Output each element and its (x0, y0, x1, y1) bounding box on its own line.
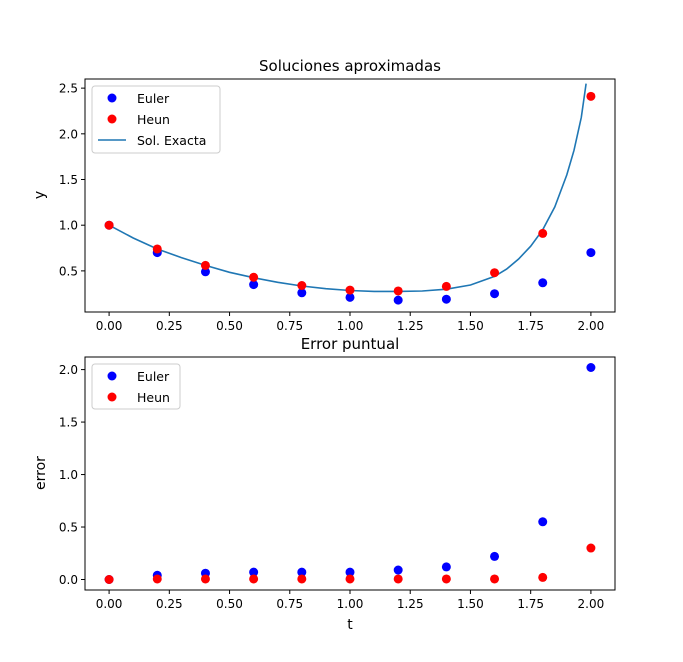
point-euler (393, 295, 403, 305)
legend-label-euler: Euler (137, 369, 170, 384)
point-heun (249, 272, 259, 282)
point-heun (345, 285, 355, 295)
y-axis-label: y (32, 191, 48, 199)
point-euler (345, 292, 355, 302)
legend-label-heun: Heun (137, 112, 170, 127)
x-tick-label: 1.25 (397, 597, 424, 611)
y-tick-label: 0.5 (59, 521, 78, 535)
point-heun (200, 260, 210, 270)
point-heun (586, 543, 596, 553)
point-heun (393, 286, 403, 296)
point-euler (586, 362, 596, 372)
point-euler (297, 567, 307, 577)
legend-marker-euler (107, 93, 117, 103)
y-tick-label: 1.0 (59, 219, 78, 233)
point-euler (393, 565, 403, 575)
y-tick-label: 1.5 (59, 173, 78, 187)
x-tick-label: 1.00 (337, 597, 364, 611)
legend-label-exact: Sol. Exacta (137, 133, 206, 148)
point-heun (490, 574, 500, 584)
point-euler (441, 562, 451, 572)
point-heun (538, 228, 548, 238)
point-heun (249, 574, 259, 584)
point-euler (538, 278, 548, 288)
point-heun (345, 574, 355, 584)
point-heun (490, 268, 500, 278)
point-euler (297, 288, 307, 298)
x-tick-label: 0.75 (276, 597, 303, 611)
y-ticks: 0.0 0.5 1.0 1.5 2.0 (59, 363, 85, 587)
legend-box (91, 85, 221, 154)
point-euler (586, 248, 596, 258)
x-tick-label: 1.50 (457, 319, 484, 333)
point-heun (538, 572, 548, 582)
y-tick-label: 2.0 (59, 127, 78, 141)
y-tick-label: 2.5 (59, 82, 78, 96)
point-heun (586, 91, 596, 101)
axes-frame (84, 78, 616, 313)
x-ticks: 0.00 0.25 0.50 0.75 1.00 1.25 1.50 1.75 2.00 (96, 590, 605, 611)
x-tick-label: 2.00 (578, 319, 605, 333)
y-tick-label: 2.0 (59, 363, 78, 377)
point-euler (490, 551, 500, 561)
point-heun (152, 244, 162, 254)
point-heun (152, 574, 162, 584)
y-axis-label: error (33, 456, 49, 490)
point-euler (249, 567, 259, 577)
x-tick-label: 0.25 (156, 597, 183, 611)
legend-label-heun: Heun (137, 390, 170, 405)
point-euler (538, 517, 548, 527)
x-tick-label: 0.00 (96, 319, 123, 333)
axes-frame (84, 356, 616, 591)
point-heun (441, 574, 451, 584)
x-tick-label: 1.50 (457, 597, 484, 611)
x-tick-label: 1.75 (517, 597, 544, 611)
x-tick-label: 0.00 (96, 597, 123, 611)
y-tick-label: 1.0 (59, 468, 78, 482)
legend-label-euler: Euler (137, 91, 170, 106)
legend: Euler Heun (91, 363, 181, 410)
y-tick-label: 0.5 (59, 264, 78, 278)
legend-marker-heun (107, 114, 117, 124)
x-axis-label: t (347, 617, 353, 633)
plot-solutions: Soluciones aproximadas y 0.00 0.25 0.50 0.7… (32, 57, 616, 333)
legend-marker-heun (107, 392, 117, 402)
point-heun (104, 220, 114, 230)
point-heun (297, 574, 307, 584)
x-tick-label: 2.00 (578, 597, 605, 611)
x-tick-label: 1.75 (517, 319, 544, 333)
x-tick-label: 0.50 (216, 597, 243, 611)
y-tick-label: 0.0 (59, 573, 78, 587)
point-euler (200, 267, 210, 277)
point-heun (104, 575, 114, 585)
y-ticks: 0.5 1.0 1.5 2.0 2.5 (59, 82, 85, 278)
point-heun (393, 574, 403, 584)
point-euler (249, 280, 259, 290)
point-heun (297, 281, 307, 291)
x-tick-label: 0.25 (156, 319, 183, 333)
x-tick-label: 1.25 (397, 319, 424, 333)
point-heun (200, 574, 210, 584)
point-heun (441, 281, 451, 291)
legend: Euler Heun Sol. Exacta (91, 85, 221, 154)
y-tick-label: 1.5 (59, 416, 78, 430)
marks (104, 362, 596, 585)
chart-title: Soluciones aproximadas (259, 57, 441, 75)
marks (104, 83, 596, 305)
legend-marker-euler (107, 371, 117, 381)
point-euler (490, 289, 500, 299)
x-tick-label: 0.50 (216, 319, 243, 333)
x-tick-label: 0.75 (276, 319, 303, 333)
point-euler (345, 567, 355, 577)
point-euler (441, 294, 451, 304)
plot-error: Error puntual error t 0.00 0.25 0.50 0.75 1.… (33, 335, 616, 633)
chart-title: Error puntual (301, 335, 400, 353)
x-ticks: 0.00 0.25 0.50 0.75 1.00 1.25 1.50 1.75 2.00 (96, 312, 605, 333)
x-tick-label: 1.00 (337, 319, 364, 333)
